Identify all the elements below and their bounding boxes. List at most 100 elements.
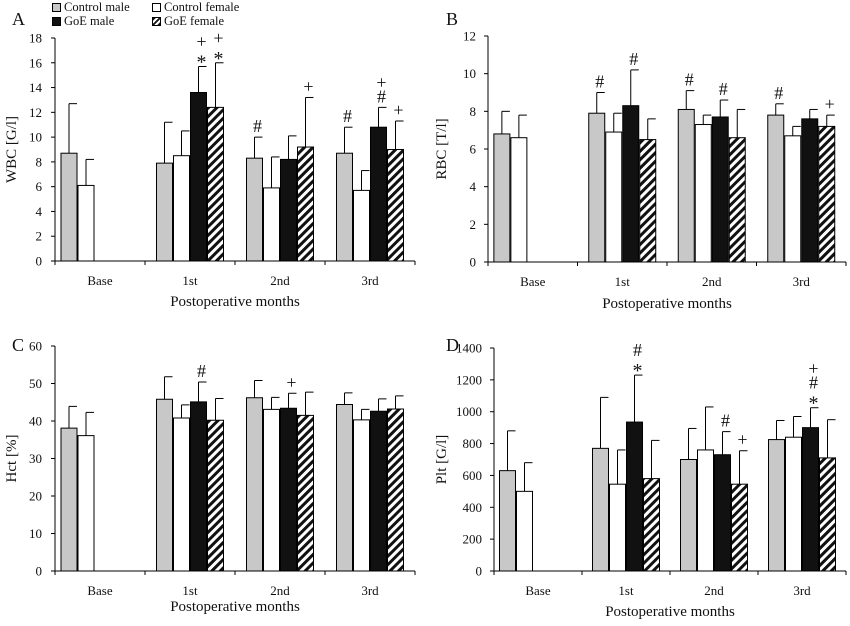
bar-control-male [336,404,353,572]
bar-control-male [60,152,78,262]
significance-mark: # [629,49,638,69]
y-tick-label: 10 [29,526,42,541]
bar-goe-female [207,419,224,572]
x-axis-title: Postoperative months [605,604,735,620]
y-tick-label: 10 [29,130,42,145]
bar-goe-female [387,149,404,262]
bar-goe-male [626,421,643,572]
significance-mark: + [808,359,818,379]
significance-mark: + [303,76,313,96]
significance-mark: # [774,83,783,103]
significance-mark: * [214,48,224,70]
legend-item-control-male: Control male [52,0,152,14]
bar-control-male [156,162,173,262]
y-tick-label: 800 [463,436,483,451]
chart-panel-c: C 0 10 20 30 40 50 60 # + Base 1st 2nd 3rd Postoperati… [4,335,416,615]
legend-label: GoE female [164,14,225,28]
bar-control-male [768,439,785,572]
bar-goe-male [280,158,297,262]
bar-control-female [77,184,95,262]
bar-control-female [694,124,712,263]
y-tick-label: 20 [29,489,42,504]
x-tick-label: Base [87,273,113,288]
bar-goe-male [714,454,731,572]
bar-control-female [516,490,533,572]
x-tick-label: 1st [182,583,198,598]
y-tick-label: 60 [29,339,42,354]
bar-control-female [173,417,190,572]
bar-control-male [246,397,263,572]
panel-label: A [12,9,25,29]
y-tick-label: 10 [463,66,476,81]
legend-item-goe-female: GoE female [152,14,272,28]
bar-control-female [605,131,623,263]
bar-control-female [609,483,626,572]
bar-control-male [246,157,263,262]
bar-goe-female [728,137,746,263]
y-axis-title: WBC [G/l] [4,116,20,183]
significance-mark: + [393,100,403,120]
y-tick-label: 2 [470,217,477,232]
y-tick-label: 1400 [456,341,482,356]
y-tick-label: 16 [29,55,43,70]
legend-item-control-female: Control female [152,0,272,14]
y-tick-label: 8 [470,104,477,119]
y-tick-label: 1200 [456,372,482,387]
bar-goe-male [711,116,729,263]
bar-goe-female [818,125,836,263]
x-tick-label: Base [525,583,551,598]
significance-mark: # [721,411,730,431]
bar-control-female [784,135,802,263]
bar-control-male [680,459,697,572]
legend-label: GoE male [64,14,115,28]
significance-mark: # [253,116,262,136]
y-tick-label: 8 [36,154,43,169]
bar-control-female [77,435,95,572]
y-tick-label: 0 [36,254,43,269]
significance-mark: * [809,393,819,415]
panel-label: B [446,9,458,29]
y-tick-label: 0 [476,564,483,579]
legend-swatch-goe-male [52,16,61,26]
y-tick-label: 40 [29,414,42,429]
y-tick-label: 6 [470,142,477,157]
x-tick-label: Base [520,274,546,289]
significance-mark: + [286,372,296,392]
bar-goe-female [387,408,404,572]
y-tick-label: 30 [29,451,42,466]
y-tick-label: 200 [463,532,483,547]
bar-control-female [173,155,190,262]
x-tick-label: 2nd [270,273,290,288]
bar-goe-male [801,118,819,263]
significance-mark: + [376,72,386,92]
bar-goe-male [622,105,640,263]
bar-goe-female [819,457,836,572]
significance-mark: # [719,79,728,99]
y-tick-label: 6 [36,179,43,194]
significance-mark: + [213,28,223,48]
bar-control-female [697,449,714,572]
x-tick-label: 1st [615,274,631,289]
bar-goe-female [731,483,748,572]
bar-goe-female [297,146,314,262]
bar-control-male [592,447,609,572]
chart-panel-b: B 0 2 4 6 8 10 12 # # # # # + Base 1st 2nd 3rd Postoperati… [434,9,847,312]
legend-swatch-goe-female [152,16,161,26]
x-axis-title: Postoperative months [170,294,300,310]
legend-swatch-control-female [152,2,161,12]
panel-label: C [12,335,24,355]
x-tick-label: Base [87,583,113,598]
bar-control-male [493,133,511,263]
y-tick-label: 14 [29,80,43,95]
y-tick-label: 4 [36,204,43,219]
bar-control-female [353,419,370,572]
bar-control-female [263,187,280,262]
significance-mark: # [197,361,206,381]
bar-control-male [499,470,516,572]
x-tick-label: 1st [618,583,634,598]
bar-control-male [588,112,606,263]
bar-control-female [353,189,370,262]
